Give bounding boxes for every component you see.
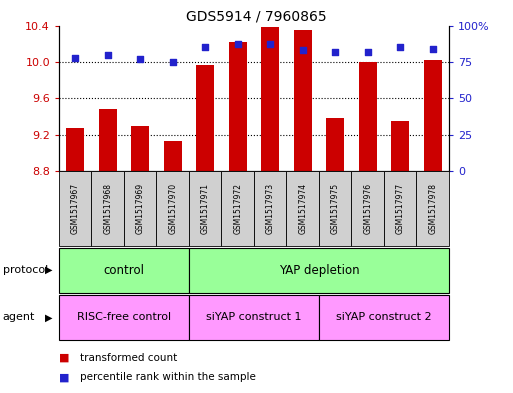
Bar bbox=[164, 141, 182, 171]
Bar bbox=[131, 127, 149, 171]
Text: siYAP construct 1: siYAP construct 1 bbox=[206, 312, 302, 322]
Bar bbox=[326, 118, 344, 171]
Point bbox=[396, 44, 404, 50]
Text: GSM1517969: GSM1517969 bbox=[136, 183, 145, 234]
Text: ▶: ▶ bbox=[45, 265, 52, 275]
Text: GSM1517973: GSM1517973 bbox=[266, 183, 274, 234]
Point bbox=[233, 41, 242, 48]
Text: GSM1517974: GSM1517974 bbox=[298, 183, 307, 234]
Bar bbox=[222, 171, 254, 246]
Text: GSM1517971: GSM1517971 bbox=[201, 183, 210, 234]
Text: RISC-free control: RISC-free control bbox=[77, 312, 171, 322]
Bar bbox=[189, 248, 449, 293]
Bar bbox=[66, 128, 84, 171]
Text: ■: ■ bbox=[59, 353, 69, 363]
Bar bbox=[189, 171, 222, 246]
Bar bbox=[91, 171, 124, 246]
Bar bbox=[261, 28, 279, 171]
Point bbox=[331, 49, 339, 55]
Point bbox=[201, 44, 209, 50]
Text: GSM1517970: GSM1517970 bbox=[168, 183, 177, 234]
Bar bbox=[286, 171, 319, 246]
Bar bbox=[59, 248, 189, 293]
Bar bbox=[319, 295, 449, 340]
Bar bbox=[124, 171, 156, 246]
Bar bbox=[156, 171, 189, 246]
Text: GSM1517967: GSM1517967 bbox=[71, 183, 80, 234]
Point bbox=[364, 49, 372, 55]
Bar bbox=[59, 295, 189, 340]
Bar bbox=[59, 171, 91, 246]
Point bbox=[299, 47, 307, 53]
Text: protocol: protocol bbox=[3, 265, 48, 275]
Point bbox=[136, 56, 144, 62]
Text: ▶: ▶ bbox=[45, 312, 52, 322]
Bar bbox=[189, 295, 319, 340]
Bar bbox=[391, 121, 409, 171]
Point bbox=[169, 59, 177, 65]
Point bbox=[428, 46, 437, 52]
Bar bbox=[319, 171, 351, 246]
Text: GSM1517976: GSM1517976 bbox=[363, 183, 372, 234]
Bar bbox=[254, 171, 286, 246]
Bar bbox=[196, 64, 214, 171]
Text: GSM1517975: GSM1517975 bbox=[331, 183, 340, 234]
Bar bbox=[424, 60, 442, 171]
Bar bbox=[351, 171, 384, 246]
Bar bbox=[384, 171, 417, 246]
Text: GDS5914 / 7960865: GDS5914 / 7960865 bbox=[186, 10, 327, 24]
Point bbox=[71, 54, 80, 61]
Text: agent: agent bbox=[3, 312, 35, 322]
Point bbox=[266, 41, 274, 48]
Text: YAP depletion: YAP depletion bbox=[279, 264, 359, 277]
Text: GSM1517972: GSM1517972 bbox=[233, 183, 242, 234]
Text: GSM1517978: GSM1517978 bbox=[428, 183, 437, 234]
Text: percentile rank within the sample: percentile rank within the sample bbox=[80, 372, 255, 382]
Bar bbox=[99, 109, 116, 171]
Text: GSM1517968: GSM1517968 bbox=[103, 183, 112, 234]
Bar bbox=[229, 42, 247, 171]
Text: control: control bbox=[104, 264, 145, 277]
Text: ■: ■ bbox=[59, 372, 69, 382]
Text: siYAP construct 2: siYAP construct 2 bbox=[336, 312, 432, 322]
Bar bbox=[417, 171, 449, 246]
Text: GSM1517977: GSM1517977 bbox=[396, 183, 405, 234]
Point bbox=[104, 51, 112, 58]
Bar bbox=[359, 62, 377, 171]
Bar bbox=[294, 30, 311, 171]
Text: transformed count: transformed count bbox=[80, 353, 177, 363]
